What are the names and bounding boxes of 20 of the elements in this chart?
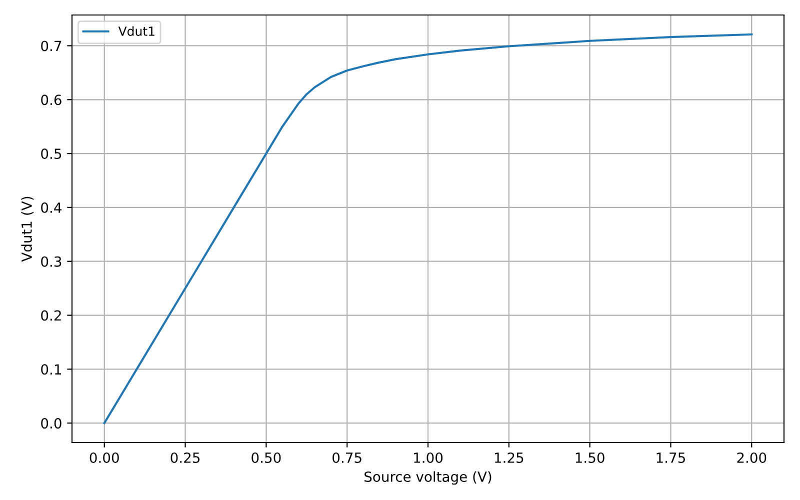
y-tick-label: 0.7 [41,40,62,52]
y-tick-label: 0.5 [41,148,62,160]
x-tick-label: 1.25 [494,452,524,463]
x-tick-label: 0.25 [170,452,200,463]
y-axis-title: Vdut1 (V) [21,196,34,262]
y-tick-label: 0.4 [41,202,62,213]
y-tick-label: 0.2 [41,310,61,321]
y-tick-label: 0.3 [41,256,62,267]
x-tick-label: 0.50 [252,452,281,463]
x-tick-label: 1.00 [414,452,443,463]
x-tick-label: 1.75 [656,452,685,463]
x-tick-label: 0.00 [90,452,119,463]
legend-label: Vdut1 [118,26,154,36]
y-tick-label: 0.0 [41,418,62,429]
x-tick-label: 2.00 [737,452,766,463]
x-tick-label: 0.75 [332,452,362,463]
x-axis-title: Source voltage (V) [364,471,492,485]
y-tick-label: 0.6 [41,94,62,106]
x-tick-label: 1.50 [576,452,604,463]
y-tick-label: 0.1 [41,364,61,375]
